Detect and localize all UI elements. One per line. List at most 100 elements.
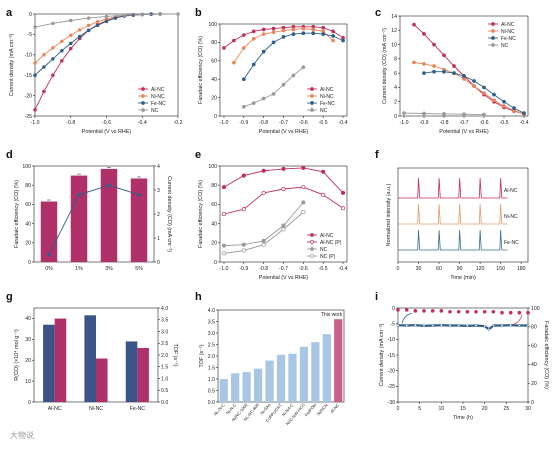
panel-a-legend-label-1: Ni-NC xyxy=(151,94,165,100)
panel-a-ytick-label-5: 0 xyxy=(29,12,32,18)
panel-a-xtick-label-4: -0.2 xyxy=(174,120,183,126)
panel-g-y2tick-label-7: 3.5 xyxy=(161,318,168,324)
panel-f-xtick-label-3: 90 xyxy=(457,266,463,272)
panel-i-y2label: Faradaic efficiency (CO) (%) xyxy=(543,321,549,389)
panel-g-y2tick-label-4: 2.0 xyxy=(161,353,168,359)
panel-e-legend-label-1: Al-NC (P) xyxy=(320,240,342,246)
panel-b-legend-swatch-3 xyxy=(310,108,314,112)
panel-e: e -1.0 -0.9 -0.8 -0.7 -0.6 -0.5 -0.4 0 20 40 60 80 1… xyxy=(195,149,348,281)
panel-c-series-1-point-7 xyxy=(482,91,486,95)
panel-b-series-1-point-2 xyxy=(251,36,256,41)
panel-i-current-point-12 xyxy=(491,324,495,327)
panel-e-legend-label-0: Al-NC xyxy=(320,233,334,239)
panel-c-legend-label-3: NC xyxy=(501,43,509,49)
panel-i-current-point-10 xyxy=(483,324,487,328)
panel-d-xtick-label-1: 1% xyxy=(75,266,83,272)
panel-h-annotation: This work xyxy=(321,312,343,318)
panel-h-xtick-label-8: Fe/PON xyxy=(304,402,318,417)
panel-a-series-1-point-1 xyxy=(42,53,46,57)
panel-b-series-1-point-6 xyxy=(291,27,296,32)
panel-a-series-2-point-0 xyxy=(33,73,37,77)
panel-g-y2tick-label-8: 4.0 xyxy=(161,306,168,312)
panel-h-bar-4 xyxy=(265,360,274,402)
panel-i: i 0 5 10 15 20 25 30 -30 -25 -20 -15 -10 -5 0 0 20 40 60 8… xyxy=(375,291,549,421)
panel-b-series-3-point-5 xyxy=(291,73,296,78)
panel-i-y2tick-label-0: 0 xyxy=(531,400,534,406)
panel-a-series-1-point-4 xyxy=(68,33,73,37)
panel-a-ytick-label-0: -25 xyxy=(25,114,33,120)
panel-d-xtick-label-0: 0% xyxy=(45,266,53,272)
panel-c-xlabel: Potential (V vs RHE) xyxy=(439,129,489,135)
panel-h-ytick-label-1: 0.5 xyxy=(208,388,215,394)
panel-c-series-1-line xyxy=(413,61,525,115)
panel-i-current-point-2 xyxy=(413,323,417,327)
panel-g-bar-tof-0 xyxy=(54,318,67,402)
panel-b-series-2-point-4 xyxy=(281,35,286,39)
panel-c-series-1-point-9 xyxy=(502,104,506,108)
panel-a: a -1.0 -0.8 -0.6 -0.4 -0.2 -25 -20 -15 -10 -5 0 Al-… xyxy=(6,7,183,135)
panel-b-series-1-point-1 xyxy=(241,46,246,50)
panel-a-series-2-point-9 xyxy=(113,16,118,20)
panel-c-xtick-label-5: -0.5 xyxy=(500,120,509,126)
panel-e-ytick-label-2: 40 xyxy=(211,221,217,227)
panel-e-series-1-point-2 xyxy=(261,190,266,195)
panel-label-f: f xyxy=(375,149,379,161)
panel-h-ylabel: TOF (s⁻¹) xyxy=(199,344,205,367)
panel-d-xtick-label-2: 3% xyxy=(105,266,113,272)
panel-i-ytick-label-2: -20 xyxy=(388,368,396,374)
panel-a-series-2-point-4 xyxy=(68,41,73,46)
panel-b-series-3-point-3 xyxy=(271,92,276,96)
panel-d: d 0 20 40 60 80 100 0 1 2 3 4 0% 1% 3% 5% Faradaic effi… xyxy=(6,149,172,272)
panel-i-current-point-11 xyxy=(487,327,491,331)
panel-e-ytick-label-3: 60 xyxy=(211,202,217,208)
panel-e-series-0-point-3 xyxy=(281,166,286,171)
panel-a-series-0-point-0 xyxy=(33,108,37,112)
panel-i-fe-point-13 xyxy=(508,310,513,315)
panel-a-legend-swatch-3 xyxy=(141,108,145,112)
panel-a-series-2-point-7 xyxy=(95,23,100,28)
panel-b-legend-swatch-1 xyxy=(310,94,314,98)
panel-e-series-3-point-4 xyxy=(301,210,306,215)
panel-i-current-point-8 xyxy=(465,324,469,328)
panel-c-ytick-label-6: 12 xyxy=(391,28,397,34)
panel-b-ytick-label-3: 60 xyxy=(211,59,217,65)
panel-b-series-2-point-9 xyxy=(331,34,335,38)
panel-c-xtick-label-0: -1.0 xyxy=(400,120,409,126)
panel-d-y2tick-label-3: 3 xyxy=(157,188,160,194)
panel-a-ytick-label-1: -20 xyxy=(25,93,33,99)
panel-c-series-3-point-3 xyxy=(462,112,466,117)
panel-c-xtick-label-3: -0.7 xyxy=(460,120,469,126)
panel-b-series-2-line xyxy=(243,32,344,80)
panel-b-series-0-point-0 xyxy=(222,46,226,50)
panel-c-series-1-point-8 xyxy=(492,98,496,103)
panel-e-series-3-point-0 xyxy=(221,251,227,256)
panel-f-trace-1 xyxy=(398,204,508,225)
panel-f-xlabel: Time (min) xyxy=(450,275,476,281)
panel-c: c -1.0 -0.9 -0.8 -0.7 -0.6 -0.5 -0.4 0 2 4 6 8 10 12 1… xyxy=(375,7,529,135)
panel-c-series-0-point-4 xyxy=(452,64,456,68)
panel-e-series-3-point-3 xyxy=(281,227,286,232)
panel-g-bar-rco-0 xyxy=(43,324,55,402)
panel-e-series-1-point-4 xyxy=(301,185,306,190)
panel-d-y2tick-label-2: 2 xyxy=(157,212,160,218)
panel-c-series-2-point-2 xyxy=(442,69,446,74)
panel-i-fe-point-15 xyxy=(526,310,530,315)
panel-f-xtick-label-4: 120 xyxy=(476,266,485,272)
panel-a-legend-swatch-2 xyxy=(141,101,145,105)
panel-d-y2tick-label-0: 0 xyxy=(157,260,160,266)
panel-i-xtick-label-3: 15 xyxy=(460,406,466,412)
panel-g-y2tick-label-1: 0.5 xyxy=(161,388,168,394)
panel-c-series-2-point-5 xyxy=(472,79,476,83)
panel-h-bar-8 xyxy=(311,342,320,402)
panel-a-series-0-point-2 xyxy=(51,73,55,77)
panel-e-series-1-point-0 xyxy=(221,211,227,217)
panel-g-xtick-label-1: Ni-NC xyxy=(89,406,103,412)
panel-e-xtick-label-1: -0.9 xyxy=(239,266,248,272)
panel-label-h: h xyxy=(195,291,202,303)
panel-i-fe-point-6 xyxy=(448,309,452,314)
panel-e-ytick-label-4: 80 xyxy=(211,183,217,189)
panel-d-line xyxy=(48,184,140,256)
panel-g-ytick-label-2: 20 xyxy=(25,358,31,364)
panel-e-frame xyxy=(219,165,348,263)
panel-f-trace-label-0: Al-NC xyxy=(504,188,518,194)
